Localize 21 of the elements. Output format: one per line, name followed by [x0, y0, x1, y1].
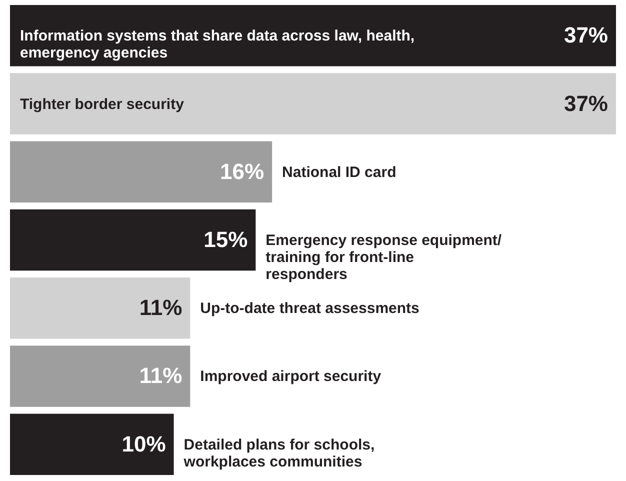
data-label: 37%	[564, 22, 608, 48]
y-tick-label: Improved airport security	[200, 368, 382, 386]
bar	[10, 141, 272, 203]
y-tick-label: Tighter border security	[20, 96, 185, 113]
y-tick-label: Emergency response equipment/ training for front-line responders	[266, 232, 502, 283]
y-tick-label: Information systems that share data across law, health, emergency agencies	[20, 28, 415, 62]
data-label: 10%	[122, 431, 166, 456]
bar	[10, 73, 616, 134]
bar	[10, 5, 616, 66]
bar	[10, 346, 190, 407]
bar	[10, 414, 174, 475]
data-label: 11%	[139, 295, 182, 320]
y-tick-label: Detailed plans for schools, workplaces communities	[182, 436, 375, 470]
data-label: 15%	[204, 227, 248, 252]
data-label: 11%	[139, 363, 182, 388]
bar	[10, 277, 190, 339]
y-tick-label: National ID card	[282, 164, 396, 181]
y-tick-label: Up-to-date threat assessments	[200, 300, 420, 318]
data-label: 16%	[220, 158, 264, 184]
data-label: 37%	[564, 90, 608, 116]
bar	[10, 209, 256, 271]
